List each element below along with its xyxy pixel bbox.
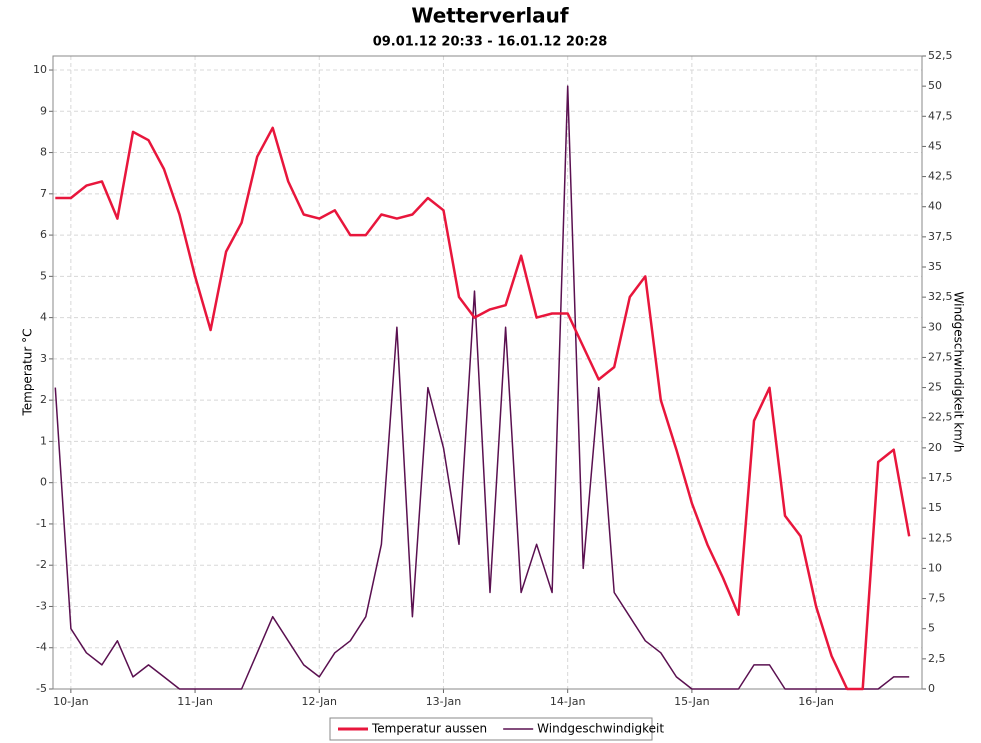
y2-tick-label: 7,5 <box>928 592 946 605</box>
y-tick-label: 10 <box>33 63 47 76</box>
x-tick-label: 15-Jan <box>674 695 710 708</box>
y2-tick-label: 25 <box>928 381 942 394</box>
chart-title: Wetterverlauf <box>411 4 569 28</box>
legend-label: Windgeschwindigkeit <box>537 722 664 736</box>
y-tick-label: 4 <box>40 311 47 324</box>
y-tick-label: -1 <box>36 517 47 530</box>
y2-tick-label: 12,5 <box>928 531 953 544</box>
y2-tick-label: 2,5 <box>928 652 946 665</box>
y2-tick-label: 22,5 <box>928 411 953 424</box>
y-tick-label: 5 <box>40 269 47 282</box>
x-tick-label: 13-Jan <box>426 695 462 708</box>
series-line <box>55 126 911 691</box>
x-tick-label: 11-Jan <box>177 695 213 708</box>
x-tick-label: 12-Jan <box>301 695 337 708</box>
y2-tick-label: 0 <box>928 682 935 695</box>
y2-tick-label: 5 <box>928 622 935 635</box>
y-tick-label: 8 <box>40 146 47 159</box>
y2-tick-label: 45 <box>928 139 942 152</box>
y-tick-label: 9 <box>40 104 47 117</box>
y-tick-label: 2 <box>40 393 47 406</box>
y-tick-label: 3 <box>40 352 47 365</box>
y-tick-label: 6 <box>40 228 47 241</box>
y2-tick-label: 10 <box>928 561 942 574</box>
x-tick-label: 16-Jan <box>798 695 834 708</box>
y-tick-label: 7 <box>40 187 47 200</box>
y-tick-label: -2 <box>36 558 47 571</box>
x-tick-label: 14-Jan <box>550 695 586 708</box>
y-tick-label: -4 <box>36 641 47 654</box>
y-tick-label: -5 <box>36 682 47 695</box>
y-axis-label: Temperatur °C <box>21 328 35 416</box>
y2-tick-label: 50 <box>928 79 942 92</box>
y2-tick-label: 52,5 <box>928 49 953 62</box>
legend-box <box>329 717 653 741</box>
y-tick-label: -3 <box>36 599 47 612</box>
x-tick-label: 10-Jan <box>53 695 89 708</box>
plot-frame <box>52 55 923 690</box>
y2-tick-label: 27,5 <box>928 350 953 363</box>
y2-tick-label: 30 <box>928 320 942 333</box>
y2-tick-label: 40 <box>928 200 942 213</box>
y2-tick-label: 32,5 <box>928 290 953 303</box>
y2-tick-label: 42,5 <box>928 170 953 183</box>
y2-tick-label: 47,5 <box>928 109 953 122</box>
y2-tick-label: 35 <box>928 260 942 273</box>
legend-label: Temperatur aussen <box>371 722 487 736</box>
y2-tick-label: 37,5 <box>928 230 953 243</box>
y2-tick-label: 15 <box>928 501 942 514</box>
y2-axis-label: Windgeschwindigkeit km/h <box>952 292 966 453</box>
chart-subtitle: 09.01.12 20:33 - 16.01.12 20:28 <box>373 35 608 50</box>
y2-tick-label: 17,5 <box>928 471 953 484</box>
y2-tick-label: 20 <box>928 441 942 454</box>
y-tick-label: 1 <box>40 434 47 447</box>
series-line <box>54 85 910 690</box>
y-tick-label: 0 <box>40 476 47 489</box>
